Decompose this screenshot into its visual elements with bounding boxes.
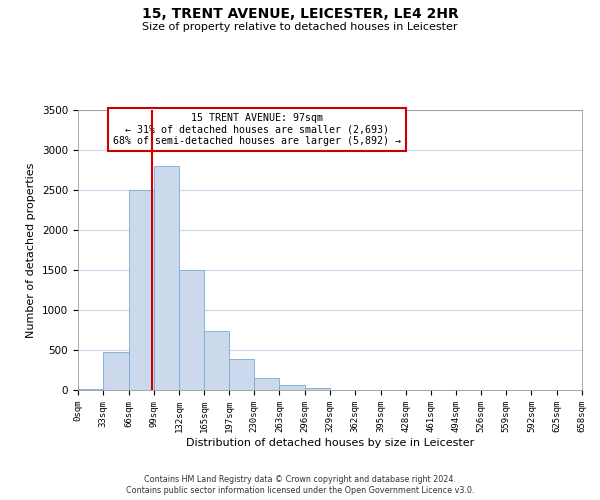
Text: Contains HM Land Registry data © Crown copyright and database right 2024.: Contains HM Land Registry data © Crown c… xyxy=(144,475,456,484)
X-axis label: Distribution of detached houses by size in Leicester: Distribution of detached houses by size … xyxy=(186,438,474,448)
Y-axis label: Number of detached properties: Number of detached properties xyxy=(26,162,37,338)
Bar xyxy=(78,389,103,390)
Bar xyxy=(179,270,205,390)
Bar xyxy=(280,385,305,390)
Text: 15 TRENT AVENUE: 97sqm
← 31% of detached houses are smaller (2,693)
68% of semi-: 15 TRENT AVENUE: 97sqm ← 31% of detached… xyxy=(113,113,401,146)
Text: Size of property relative to detached houses in Leicester: Size of property relative to detached ho… xyxy=(142,22,458,32)
Bar xyxy=(103,352,128,390)
Bar xyxy=(254,378,280,390)
Bar xyxy=(305,388,330,390)
Bar xyxy=(128,190,154,390)
Bar xyxy=(229,359,254,390)
Bar xyxy=(154,166,179,390)
Text: Contains public sector information licensed under the Open Government Licence v3: Contains public sector information licen… xyxy=(126,486,474,495)
Text: 15, TRENT AVENUE, LEICESTER, LE4 2HR: 15, TRENT AVENUE, LEICESTER, LE4 2HR xyxy=(142,8,458,22)
Bar xyxy=(205,331,229,390)
